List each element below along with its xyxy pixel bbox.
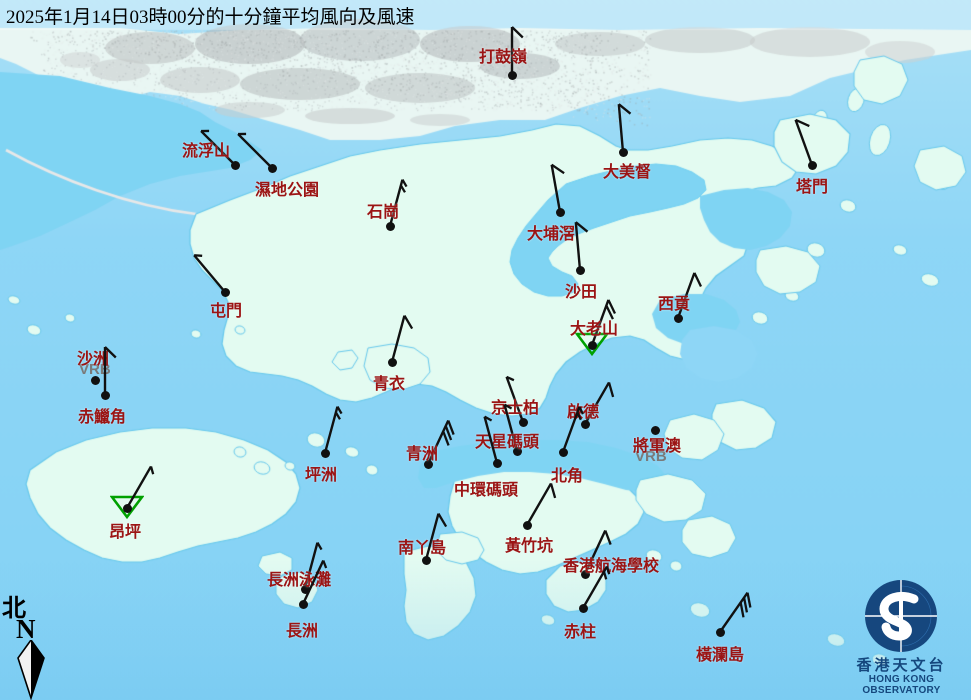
station-dot — [523, 521, 532, 530]
hko-logo-icon — [836, 578, 967, 654]
station-label: 西貢 — [658, 290, 690, 314]
station-label: 青洲 — [406, 440, 438, 464]
station-label: 沙洲 — [77, 345, 109, 369]
hong-kong-base-map — [0, 0, 971, 700]
station-label: 青衣 — [373, 370, 405, 394]
station-dot — [559, 448, 568, 457]
station-label: 坪洲 — [305, 461, 337, 485]
station-label: 昂坪 — [109, 518, 141, 542]
station-label: 長洲 — [286, 617, 318, 641]
hko-logo: 香港天文台 HONG KONG OBSERVATORY — [836, 578, 967, 696]
station-label: 塔門 — [796, 173, 828, 197]
station-label: 橫瀾島 — [696, 641, 744, 665]
station-dot — [231, 161, 240, 170]
station-dot — [716, 628, 725, 637]
hko-logo-text-en: HONG KONG OBSERVATORY — [836, 674, 967, 696]
page-title: 2025年1月14日03時00分的十分鐘平均風向及風速 — [6, 2, 415, 29]
station-dot — [386, 222, 395, 231]
station-label: 大埔滘 — [527, 220, 575, 244]
station-label: 打鼓嶺 — [479, 43, 527, 67]
station-label: 石崗 — [367, 198, 399, 222]
station-dot — [508, 71, 517, 80]
station-dot — [268, 164, 277, 173]
station-label: 香港航海學校 — [563, 552, 659, 576]
north-arrow-icon — [10, 640, 70, 700]
station-dot — [674, 314, 683, 323]
station-label: 大美督 — [603, 158, 651, 182]
station-label: 流浮山 — [182, 137, 230, 161]
station-dot — [808, 161, 817, 170]
station-dot — [321, 449, 330, 458]
station-label: 中環碼頭 — [454, 476, 518, 500]
station-label: 赤鱲角 — [78, 403, 126, 427]
station-dot — [619, 148, 628, 157]
wind-map-screenshot: 2025年1月14日03時00分的十分鐘平均風向及風速 打鼓嶺流浮山濕地公園石崗… — [0, 0, 971, 700]
hko-logo-text-cn: 香港天文台 — [836, 654, 967, 675]
station-dot — [576, 266, 585, 275]
station-dot — [493, 459, 502, 468]
station-label: 北角 — [551, 462, 583, 486]
station-label: 沙田 — [565, 278, 597, 302]
station-dot — [299, 600, 308, 609]
station-dot — [388, 358, 397, 367]
station-dot — [101, 391, 110, 400]
station-label: 啟德 — [567, 398, 599, 422]
station-label: 濕地公園 — [255, 176, 319, 200]
station-label: 大老山 — [570, 315, 618, 339]
station-dot — [221, 288, 230, 297]
station-dot — [556, 208, 565, 217]
station-label: 天星碼頭 — [475, 428, 539, 452]
station-dot — [519, 418, 528, 427]
station-dot — [588, 341, 597, 350]
station-label: 赤柱 — [564, 618, 596, 642]
station-label: 屯門 — [210, 297, 242, 321]
compass-rose: 北 N — [2, 588, 62, 700]
station-label: 將軍澳 — [633, 432, 681, 456]
station-label: 京士柏 — [491, 394, 539, 418]
title-bar: 2025年1月14日03時00分的十分鐘平均風向及風速 — [0, 0, 971, 28]
station-label: 黃竹坑 — [505, 532, 553, 556]
station-dot — [123, 504, 132, 513]
station-label: 南丫島 — [398, 534, 446, 558]
station-label: 長洲泳灘 — [267, 566, 331, 590]
station-dot — [579, 604, 588, 613]
